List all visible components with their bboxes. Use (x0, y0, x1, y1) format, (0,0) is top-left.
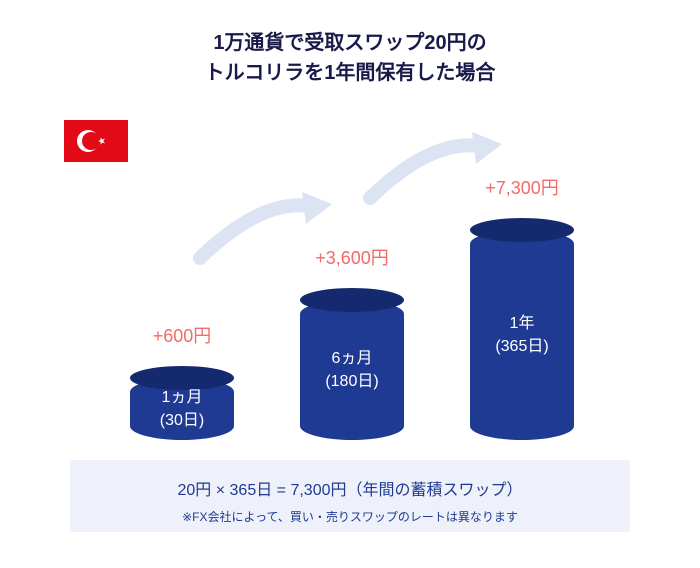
value-label: +3,600円 (300, 244, 404, 270)
value-label: +600円 (130, 322, 234, 348)
cylinder-6months: +3,600円 6ヵ月 (180日) (300, 300, 404, 440)
cylinder-label: 1ヵ月 (30日) (130, 386, 234, 432)
cylinder-1month: +600円 1ヵ月 (30日) (130, 378, 234, 440)
days-label: (30日) (160, 412, 204, 429)
period-label: 6ヵ月 (332, 350, 373, 367)
page-title: 1万通貨で受取スワップ20円の トルコリラを1年間保有した場合 (0, 0, 700, 88)
period-label: 1ヵ月 (162, 389, 203, 406)
calculation-summary-box: 20円 × 365日 = 7,300円（年間の蓄積スワップ） ※FX会社によって… (70, 460, 630, 532)
days-label: (365日) (495, 338, 548, 355)
cylinder-label: 6ヵ月 (180日) (300, 347, 404, 393)
title-line-2: トルコリラを1年間保有した場合 (205, 62, 496, 84)
disclaimer-text: ※FX会社によって、買い・売りスワップのレートは異なります (70, 508, 630, 525)
title-line-1: 1万通貨で受取スワップ20円の (213, 32, 486, 54)
cylinder-top (300, 288, 404, 312)
cylinder-top (470, 218, 574, 242)
period-label: 1年 (510, 315, 535, 332)
swap-cylinder-chart: +600円 1ヵ月 (30日) +3,600円 6ヵ月 (180日) +7,30… (0, 140, 700, 440)
days-label: (180日) (325, 373, 378, 390)
calculation-text: 20円 × 365日 = 7,300円（年間の蓄積スワップ） (70, 476, 630, 500)
cylinder-1year: +7,300円 1年 (365日) (470, 230, 574, 440)
value-label: +7,300円 (470, 174, 574, 200)
cylinder-label: 1年 (365日) (470, 312, 574, 358)
